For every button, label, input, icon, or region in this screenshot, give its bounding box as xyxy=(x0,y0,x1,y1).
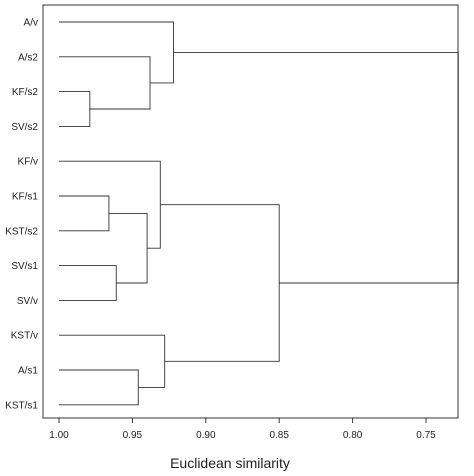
x-tick-label: 0.75 xyxy=(416,430,436,441)
dendrogram-link-m7 xyxy=(59,160,161,249)
x-axis-title: Euclidean similarity xyxy=(170,455,290,471)
leaf-label: SV/s2 xyxy=(11,122,38,133)
leaf-label: KF/s2 xyxy=(12,87,39,98)
dendrogram-links xyxy=(59,21,459,406)
dendrogram-link-m5 xyxy=(59,265,117,301)
leaf-label: SV/v xyxy=(17,296,38,307)
leaf-label: SV/s1 xyxy=(11,261,38,272)
x-tick-label: 1.00 xyxy=(49,430,69,441)
leaf-label: KF/s1 xyxy=(12,192,39,203)
leaf-label: KF/v xyxy=(17,157,38,168)
x-tick-label: 0.90 xyxy=(196,430,216,441)
leaf-label: KST/s1 xyxy=(5,400,38,411)
dendrogram-link-m9 xyxy=(59,334,166,388)
x-tick-label: 0.95 xyxy=(123,430,143,441)
dendrogram-link-m8 xyxy=(59,369,139,406)
plot-frame xyxy=(42,4,459,419)
dendrogram-link-m2 xyxy=(59,56,151,110)
x-tick-label: 0.80 xyxy=(343,430,363,441)
dendrogram-link-m3 xyxy=(59,21,174,84)
leaf-labels: A/v A/s2 KF/s2 SV/s2 KF/v KF/s1 KST/s2 SV/s1 SV/… xyxy=(5,18,38,412)
x-axis: 1.00 0.95 0.90 0.85 0.80 0.75 xyxy=(49,418,436,441)
dendrogram-link-m10 xyxy=(160,204,280,362)
leaf-label: A/s2 xyxy=(18,52,38,63)
leaf-label: A/s1 xyxy=(18,366,38,377)
x-tick-label: 0.85 xyxy=(269,430,289,441)
dendrogram-link-m4 xyxy=(59,195,110,232)
dendrogram-link-m11 xyxy=(173,52,459,284)
leaf-label: KST/s2 xyxy=(5,226,38,237)
leaf-label: KST/v xyxy=(11,331,38,342)
dendrogram-link-m6 xyxy=(108,212,148,284)
leaf-label: A/v xyxy=(24,18,38,29)
dendrogram-link-m1 xyxy=(59,91,91,127)
